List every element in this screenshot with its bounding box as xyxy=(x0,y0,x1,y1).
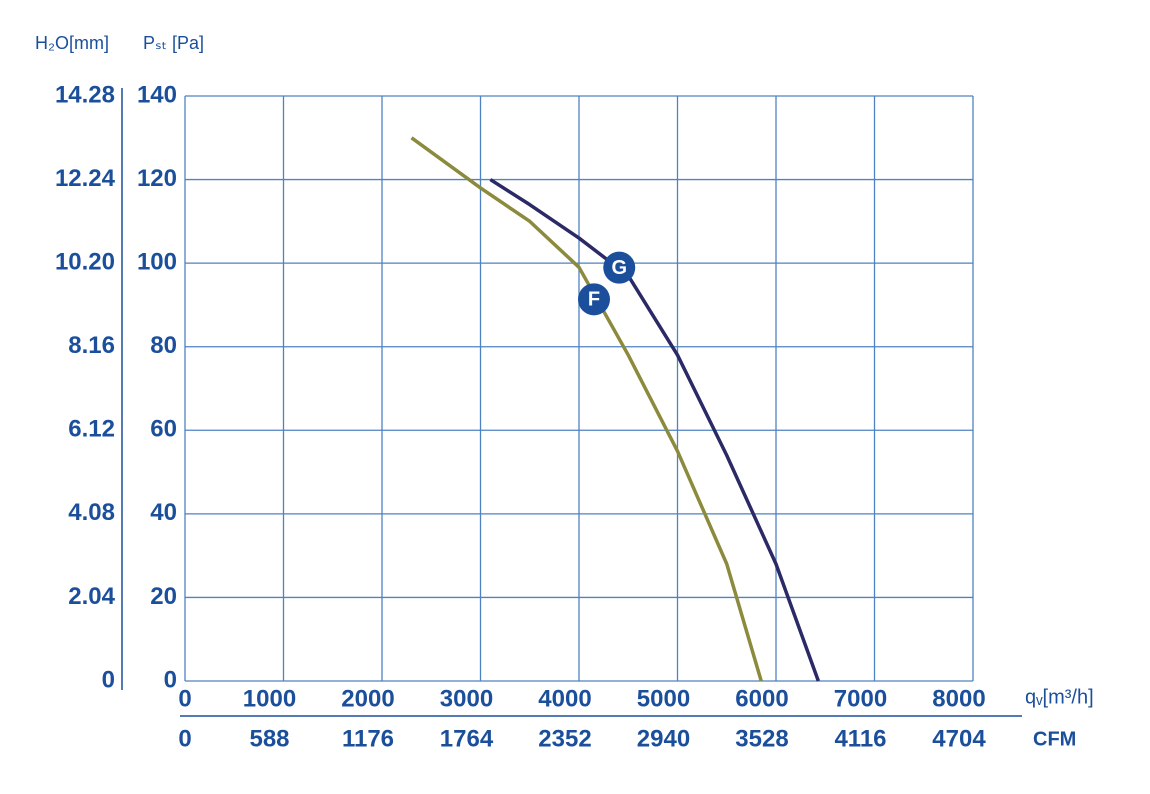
x2-tick-label: 3528 xyxy=(735,725,788,752)
x2-tick-label: 588 xyxy=(249,725,289,752)
y-tick-label: 20 xyxy=(150,583,177,610)
x-tick-label: 0 xyxy=(178,685,191,712)
series-line xyxy=(410,136,763,682)
series-label: F xyxy=(588,289,600,311)
y-tick-label: 40 xyxy=(150,499,177,526)
x2-tick-label: 0 xyxy=(178,725,191,752)
x2-axis-label: CFM xyxy=(1033,728,1076,750)
y-tick-label: 0 xyxy=(164,666,177,693)
y-axis-label: Pₛₜ [Pa] xyxy=(143,33,204,53)
series-label-badge xyxy=(603,251,636,284)
x-tick-label: 8000 xyxy=(932,685,985,712)
x-axis-label: qᵥ[m³/h] xyxy=(1025,686,1094,708)
y-tick-label: 140 xyxy=(137,81,177,108)
x-tick-label: 3000 xyxy=(440,685,493,712)
x-tick-label: 5000 xyxy=(637,685,690,712)
x-tick-label: 4000 xyxy=(538,685,591,712)
x2-tick-label: 2352 xyxy=(538,725,591,752)
y2-tick-label: 6.12 xyxy=(68,416,115,443)
series-line xyxy=(489,178,821,682)
y-tick-label: 100 xyxy=(137,248,177,275)
y2-tick-label: 8.16 xyxy=(68,332,115,359)
x2-tick-label: 4116 xyxy=(834,725,886,752)
x-tick-label: 6000 xyxy=(735,685,788,712)
series-label: G xyxy=(611,257,627,279)
y-tick-label: 60 xyxy=(150,416,177,443)
x2-tick-label: 1764 xyxy=(440,725,494,752)
x2-tick-label: 2940 xyxy=(637,725,690,752)
x2-tick-label: 1176 xyxy=(342,725,394,752)
y-tick-label: 80 xyxy=(150,332,177,359)
y2-axis-label: H₂O[mm] xyxy=(35,33,109,53)
y2-tick-label: 14.28 xyxy=(55,81,115,108)
y2-tick-label: 12.24 xyxy=(55,165,116,192)
x-tick-label: 2000 xyxy=(341,685,394,712)
x2-tick-label: 4704 xyxy=(932,725,986,752)
y2-tick-label: 0 xyxy=(102,666,115,693)
series-label-badge xyxy=(578,283,610,316)
x-tick-label: 1000 xyxy=(243,685,296,712)
y2-tick-label: 2.04 xyxy=(68,583,115,610)
y-tick-label: 120 xyxy=(137,165,177,192)
x-tick-label: 7000 xyxy=(834,685,887,712)
y2-tick-label: 10.20 xyxy=(55,248,115,275)
y2-tick-label: 4.08 xyxy=(68,499,115,526)
